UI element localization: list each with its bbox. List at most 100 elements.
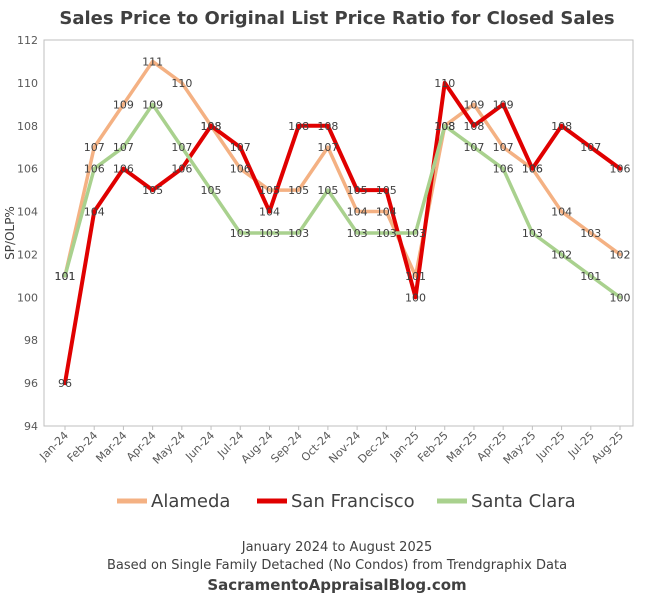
data-label: 106 xyxy=(610,163,631,176)
data-label: 105 xyxy=(347,184,368,197)
x-tick-label: May-24 xyxy=(150,429,188,467)
data-label: 107 xyxy=(463,141,484,154)
data-label: 107 xyxy=(230,141,251,154)
data-label: 102 xyxy=(551,248,572,261)
data-label: 109 xyxy=(142,98,163,111)
data-label: 108 xyxy=(463,120,484,133)
data-label: 109 xyxy=(493,98,514,111)
data-label: 108 xyxy=(434,120,455,133)
data-label: 107 xyxy=(171,141,192,154)
data-label: 100 xyxy=(610,291,631,304)
data-label: 101 xyxy=(405,270,426,283)
data-label: 110 xyxy=(171,77,192,90)
data-label: 107 xyxy=(84,141,105,154)
data-label: 104 xyxy=(551,206,572,219)
data-label: 104 xyxy=(84,206,105,219)
legend-label: San Francisco xyxy=(291,491,415,512)
footer-website: SacramentoAppraisalBlog.com xyxy=(207,576,466,594)
data-label: 107 xyxy=(493,141,514,154)
series-lines xyxy=(63,59,622,386)
y-axis: 94 96 98 100 102 104 106 108 110 112 xyxy=(17,34,38,433)
x-tick-label: Jan-25 xyxy=(387,429,422,464)
y-axis-label: SP/OLP% xyxy=(3,206,17,260)
data-label: 103 xyxy=(259,227,280,240)
data-label: 102 xyxy=(610,248,631,261)
data-labels: 101 107 109 111 110 108 106 105 105 107 104 104 101 1… xyxy=(55,55,631,390)
data-label: 106 xyxy=(113,163,134,176)
data-label: 108 xyxy=(288,120,309,133)
legend-label: Santa Clara xyxy=(471,491,576,512)
legend-label: Alameda xyxy=(151,491,230,512)
y-tick-label: 94 xyxy=(24,420,38,433)
x-tick-label: Feb-25 xyxy=(415,429,451,465)
y-tick-label: 96 xyxy=(24,377,38,390)
x-tick-label: Jun-24 xyxy=(182,429,217,464)
data-label: 107 xyxy=(113,141,134,154)
data-label: 103 xyxy=(230,227,251,240)
x-tick-label: Mar-25 xyxy=(444,429,480,465)
data-label: 110 xyxy=(434,77,455,90)
data-label: 101 xyxy=(55,270,76,283)
data-label: 101 xyxy=(580,270,601,283)
data-label: 105 xyxy=(201,184,222,197)
footer-source: Based on Single Family Detached (No Cond… xyxy=(107,558,567,573)
series-line-san-francisco xyxy=(63,80,622,386)
data-label: 106 xyxy=(171,163,192,176)
y-tick-label: 102 xyxy=(17,248,38,261)
x-tick-label: Sep-24 xyxy=(268,429,305,466)
footer-date-range: January 2024 to August 2025 xyxy=(241,540,433,555)
y-tick-label: 106 xyxy=(17,163,38,176)
data-label: 105 xyxy=(317,184,338,197)
x-tick-label: Aug-24 xyxy=(239,429,276,466)
data-label: 96 xyxy=(58,377,72,390)
chart-title: Sales Price to Original List Price Ratio… xyxy=(59,8,614,29)
data-label: 105 xyxy=(376,184,397,197)
data-label: 108 xyxy=(551,120,572,133)
y-tick-label: 100 xyxy=(17,291,38,304)
series-line-santa-clara xyxy=(63,102,622,300)
legend: Alameda San Francisco Santa Clara xyxy=(117,491,576,512)
data-label: 108 xyxy=(201,120,222,133)
data-label: 107 xyxy=(317,141,338,154)
data-label: 106 xyxy=(522,163,543,176)
x-tick-label: Mar-24 xyxy=(93,429,129,465)
data-label: 106 xyxy=(493,163,514,176)
data-label: 103 xyxy=(376,227,397,240)
data-label: 101 xyxy=(55,270,76,283)
x-tick-label: Jan-24 xyxy=(37,429,72,464)
x-axis: Jan-24Feb-24Mar-24Apr-24May-24Jun-24Jul-… xyxy=(37,426,626,467)
data-label: 107 xyxy=(580,141,601,154)
data-label: 103 xyxy=(522,227,543,240)
data-label: 105 xyxy=(259,184,280,197)
x-tick-label: Jun-25 xyxy=(533,429,568,464)
x-tick-label: Feb-24 xyxy=(65,429,101,465)
y-tick-label: 98 xyxy=(24,334,38,347)
data-label: 103 xyxy=(347,227,368,240)
data-label: 108 xyxy=(317,120,338,133)
data-label: 108 xyxy=(201,120,222,133)
series-line-alameda xyxy=(63,59,622,278)
y-tick-label: 110 xyxy=(17,77,38,90)
data-label: 111 xyxy=(142,55,163,68)
x-tick-label: Aug-25 xyxy=(589,429,626,466)
data-label: 106 xyxy=(522,163,543,176)
y-tick-label: 108 xyxy=(17,120,38,133)
y-tick-label: 112 xyxy=(17,34,38,47)
data-label: 100 xyxy=(405,291,426,304)
data-label: 105 xyxy=(288,184,309,197)
data-label: 104 xyxy=(347,206,368,219)
data-label: 109 xyxy=(113,98,134,111)
data-label: 103 xyxy=(405,227,426,240)
data-label: 103 xyxy=(288,227,309,240)
data-label: 104 xyxy=(259,206,280,219)
data-label: 108 xyxy=(434,120,455,133)
data-label: 104 xyxy=(376,206,397,219)
data-label: 106 xyxy=(230,163,251,176)
data-label: 106 xyxy=(84,163,105,176)
x-tick-label: May-25 xyxy=(501,429,539,467)
data-label: 103 xyxy=(580,227,601,240)
y-tick-label: 104 xyxy=(17,206,38,219)
data-label: 105 xyxy=(142,184,163,197)
plot-area-border xyxy=(43,39,634,427)
